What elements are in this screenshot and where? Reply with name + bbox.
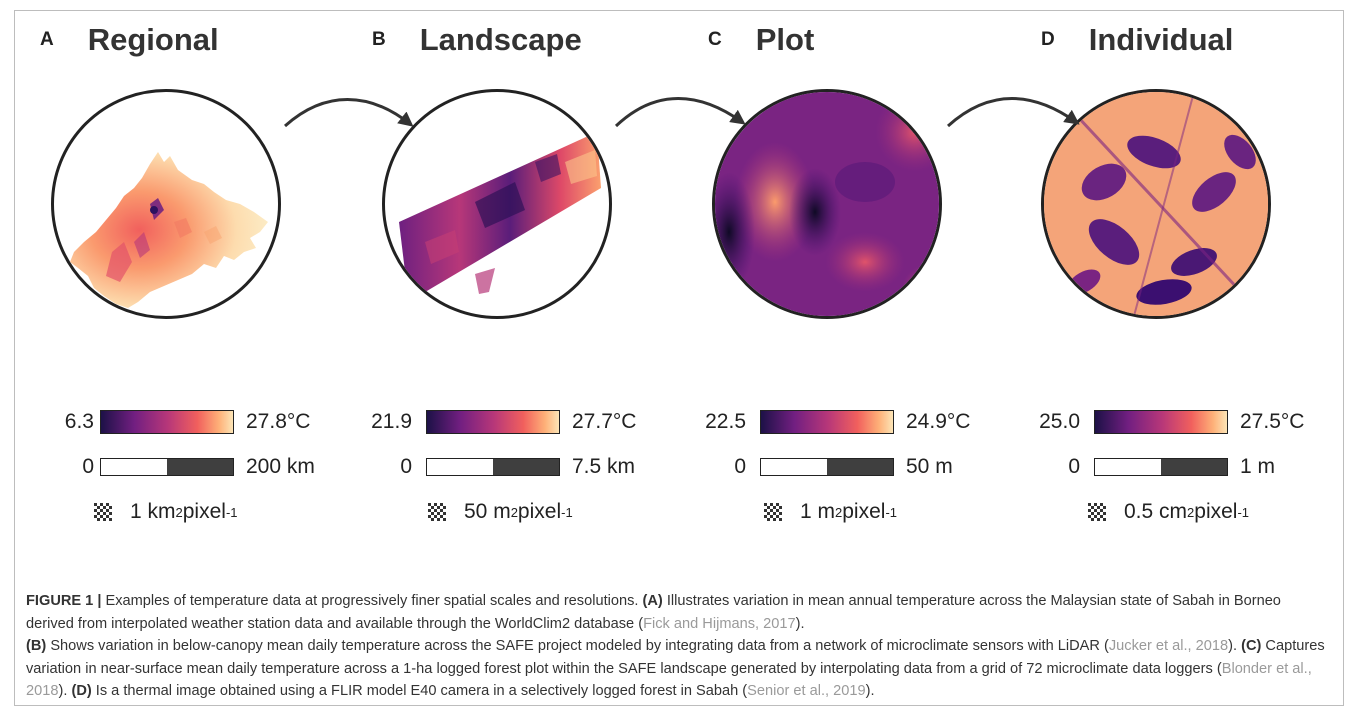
figure-frame (14, 10, 1344, 706)
panel-b-header: B Landscape (372, 20, 582, 60)
panel-letter: A (40, 29, 54, 50)
scalebar-min: 0 (82, 455, 94, 478)
scalebar-d: 0 1 m (1020, 455, 1275, 479)
resolution-exp: 2 (835, 504, 843, 520)
colorbar-gradient (426, 410, 560, 434)
panel-title: Regional (87, 22, 219, 57)
sabah-temperature-map (70, 152, 268, 308)
colorbar-min: 6.3 (64, 410, 94, 433)
caption-text: ). (58, 683, 72, 699)
landscape-map-circle (382, 89, 612, 319)
caption-text: ). (865, 683, 875, 699)
panel-c-header: C Plot (708, 20, 814, 60)
panel-a-header: A Regional (40, 20, 219, 60)
colorbar-max: 24.9°C (906, 410, 971, 433)
caption-text: Examples of temperature data at progress… (101, 593, 643, 609)
arrow-a-to-b (283, 98, 414, 128)
citation-link[interactable]: Fick and Hijmans, 2017 (643, 615, 796, 632)
scalebar (426, 458, 560, 476)
scalebar-max: 200 km (246, 455, 315, 478)
caption-ref-d: (D) (71, 683, 92, 699)
pixel-grid-icon (764, 503, 782, 521)
colorbar-gradient (1094, 410, 1228, 434)
resolution-value: 0.5 cm (1124, 500, 1188, 523)
caption-text: Is a thermal image obtained using a FLIR… (91, 683, 748, 699)
resolution-d: 0.5 cm 2 pixel -1 (1088, 500, 1249, 524)
colorbar-gradient (760, 410, 894, 434)
pixel-grid-icon (428, 503, 446, 521)
resolution-unit-exp: -1 (885, 504, 898, 520)
caption-text: ). (1228, 638, 1242, 654)
colorbar-max: 27.8°C (246, 410, 311, 433)
caption-ref-a: (A) (642, 593, 663, 609)
resolution-unit-exp: -1 (1237, 504, 1250, 520)
resolution-a: 1 km 2 pixel -1 (94, 500, 238, 524)
citation-link[interactable]: Blonder et al., 2018 (26, 660, 1312, 700)
resolution-exp: 2 (175, 504, 183, 520)
scale-arrows (283, 97, 1080, 128)
scalebar-min: 0 (1068, 455, 1080, 478)
arrow-b-to-c (614, 97, 746, 128)
colorbar-min: 21.9 (371, 410, 412, 433)
panel-title: Plot (755, 22, 815, 57)
panel-title: Individual (1088, 22, 1234, 57)
scalebar-min: 0 (734, 455, 746, 478)
resolution-unit: pixel (517, 500, 562, 523)
safe-temperature-map (399, 132, 601, 298)
scalebar (100, 458, 234, 476)
colorbar-d: 25.0 27.5°C (1020, 410, 1304, 434)
resolution-unit-exp: -1 (561, 504, 573, 520)
colorbar-min: 22.5 (705, 410, 746, 433)
panel-title: Landscape (419, 22, 582, 57)
caption-ref-c: (C) (1241, 638, 1262, 654)
thermal-image-circle (1041, 89, 1271, 319)
resolution-exp: 2 (510, 504, 518, 520)
panel-letter: B (372, 29, 386, 50)
scalebar (760, 458, 894, 476)
caption-ref-b: (B) (26, 638, 47, 654)
scalebar (1094, 458, 1228, 476)
pixel-grid-icon (1088, 503, 1106, 521)
panel-letter: C (708, 29, 722, 50)
scalebar-b: 0 7.5 km (352, 455, 635, 479)
resolution-value: 50 m (464, 500, 511, 523)
resolution-unit: pixel (842, 500, 886, 523)
resolution-unit-exp: -1 (225, 504, 238, 520)
resolution-unit: pixel (182, 500, 226, 523)
scalebar-c: 0 50 m (686, 455, 953, 479)
scalebar-min: 0 (400, 455, 412, 478)
caption-text: Shows variation in below-canopy mean dai… (46, 638, 1109, 654)
colorbar-b: 21.9 27.7°C (352, 410, 636, 434)
resolution-value: 1 m (800, 500, 836, 523)
resolution-exp: 2 (1187, 504, 1195, 520)
colorbar-max: 27.7°C (572, 410, 637, 433)
resolution-unit: pixel (1194, 500, 1238, 523)
colorbar-c: 22.5 24.9°C (686, 410, 970, 434)
colorbar-max: 27.5°C (1240, 410, 1305, 433)
pixel-grid-icon (94, 503, 112, 521)
regional-map-circle (51, 89, 281, 319)
panel-letter: D (1041, 29, 1055, 50)
scalebar-a: 0 200 km (60, 455, 315, 479)
colorbar-gradient (100, 410, 234, 434)
arrow-c-to-d (946, 97, 1080, 128)
caption-label: FIGURE 1 | (26, 593, 102, 609)
caption-text: Captures variation in near-surface mean … (26, 638, 1325, 677)
caption-text: Illustrates variation in mean annual tem… (26, 593, 1281, 632)
citation-link[interactable]: Jucker et al., 2018 (1108, 638, 1229, 654)
citation-link[interactable]: Senior et al., 2019 (747, 683, 866, 699)
panel-d-header: D Individual (1041, 20, 1233, 60)
flir-thermal-image (1044, 92, 1268, 316)
caption-text: ). (795, 615, 805, 632)
figure-caption: FIGURE 1 | Examples of temperature data … (26, 590, 1331, 703)
colorbar-a: 6.3 27.8°C (60, 410, 310, 434)
scalebar-max: 50 m (906, 455, 953, 478)
resolution-value: 1 km (130, 500, 176, 523)
scalebar-max: 7.5 km (572, 455, 636, 478)
scalebar-max: 1 m (1240, 455, 1276, 478)
colorbar-min: 25.0 (1039, 410, 1080, 433)
